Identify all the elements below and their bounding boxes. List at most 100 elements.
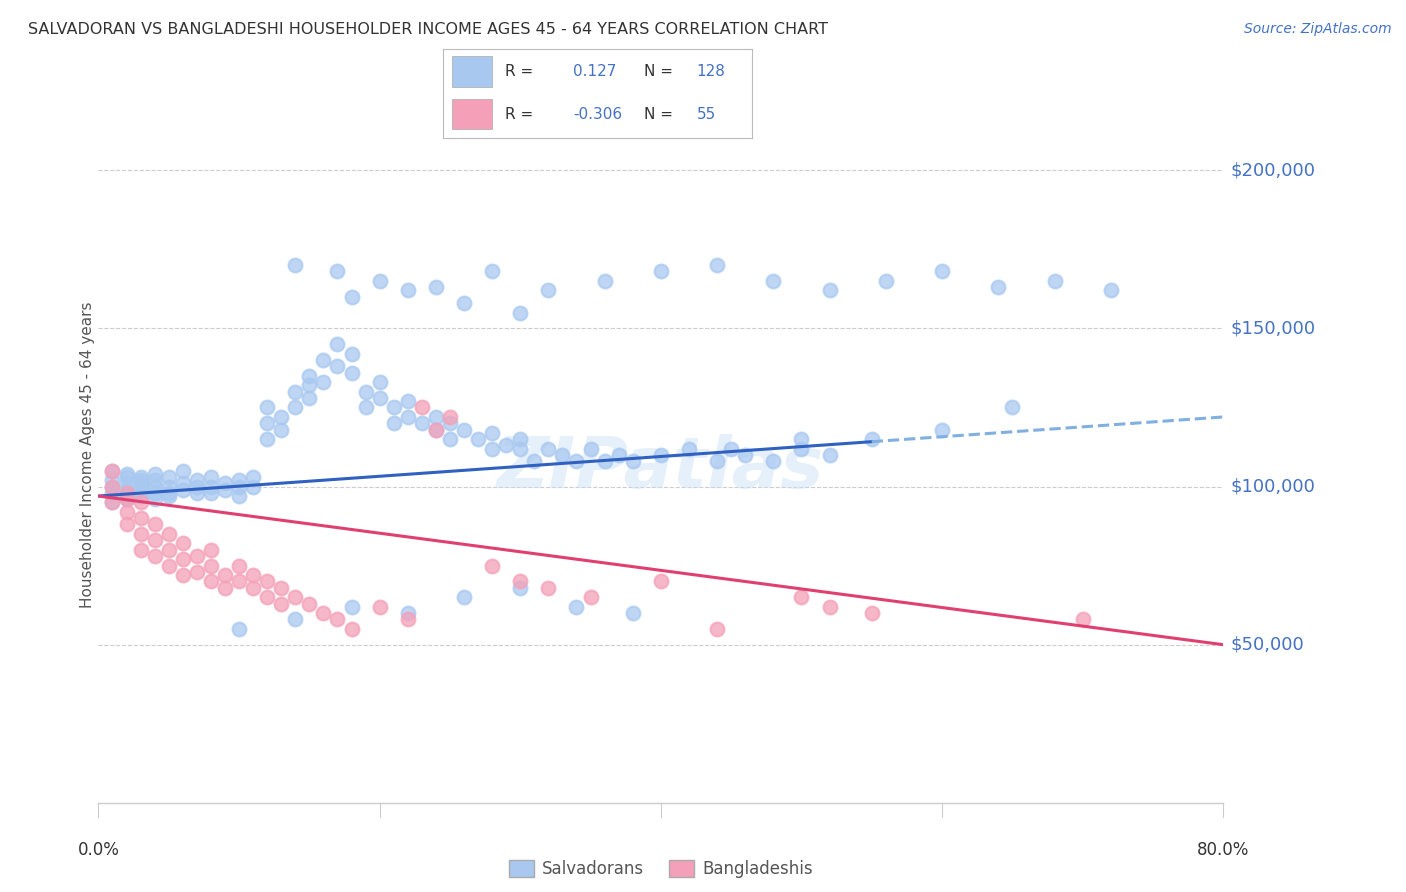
Point [326, 612, 349, 626]
Point [115, 489, 138, 503]
Point [312, 606, 335, 620]
Point [256, 432, 278, 446]
Point [368, 375, 391, 389]
Point [706, 258, 728, 272]
Text: SALVADORAN VS BANGLADESHI HOUSEHOLDER INCOME AGES 45 - 64 YEARS CORRELATION CHAR: SALVADORAN VS BANGLADESHI HOUSEHOLDER IN… [28, 22, 828, 37]
Text: R =: R = [505, 64, 533, 78]
Point [115, 486, 138, 500]
Point [129, 470, 152, 484]
Point [129, 495, 152, 509]
Point [143, 479, 166, 493]
Point [621, 454, 644, 468]
Point [790, 432, 813, 446]
Point [157, 479, 180, 493]
Point [509, 574, 531, 589]
Point [214, 568, 236, 582]
Point [298, 391, 321, 405]
Point [790, 442, 813, 456]
Point [368, 599, 391, 614]
Point [396, 409, 419, 424]
Text: $200,000: $200,000 [1230, 161, 1315, 179]
Point [101, 464, 124, 478]
Point [143, 467, 166, 481]
Point [706, 622, 728, 636]
Text: 55: 55 [696, 107, 716, 121]
Point [439, 432, 461, 446]
Point [326, 359, 349, 374]
Point [1099, 284, 1122, 298]
Point [284, 401, 307, 415]
Point [284, 384, 307, 399]
Point [312, 353, 335, 368]
Point [650, 448, 672, 462]
Point [101, 486, 124, 500]
Point [340, 347, 363, 361]
Text: $100,000: $100,000 [1230, 477, 1315, 496]
Bar [453, 56, 492, 87]
Point [101, 495, 124, 509]
Point [678, 442, 700, 456]
Point [172, 536, 194, 550]
Point [143, 533, 166, 548]
Point [762, 274, 785, 288]
Bar [453, 99, 492, 129]
Point [509, 442, 531, 456]
Point [593, 454, 616, 468]
Point [860, 432, 883, 446]
Point [214, 476, 236, 491]
Y-axis label: Householder Income Ages 45 - 64 years: Householder Income Ages 45 - 64 years [80, 301, 94, 608]
Point [382, 417, 405, 431]
Point [537, 284, 560, 298]
Point [453, 423, 475, 437]
Point [129, 486, 152, 500]
Point [115, 492, 138, 507]
Point [228, 558, 250, 573]
Point [481, 425, 503, 440]
Point [481, 442, 503, 456]
Point [270, 423, 292, 437]
Point [312, 375, 335, 389]
Point [200, 479, 222, 493]
Point [242, 479, 264, 493]
Point [157, 486, 180, 500]
Point [115, 470, 138, 484]
Point [425, 409, 447, 424]
Point [354, 401, 377, 415]
Point [396, 606, 419, 620]
Point [270, 581, 292, 595]
Point [481, 558, 503, 573]
Point [340, 599, 363, 614]
Point [931, 423, 953, 437]
Point [101, 479, 124, 493]
Point [129, 542, 152, 557]
Point [115, 467, 138, 481]
Point [129, 479, 152, 493]
Point [650, 264, 672, 278]
Point [565, 599, 588, 614]
Point [143, 473, 166, 487]
Point [818, 284, 841, 298]
Point [593, 274, 616, 288]
Text: ZIPatlas: ZIPatlas [498, 434, 824, 503]
Point [340, 366, 363, 380]
Point [411, 401, 433, 415]
Point [875, 274, 897, 288]
Point [396, 394, 419, 409]
Text: 0.127: 0.127 [572, 64, 616, 78]
Point [214, 483, 236, 497]
Point [579, 442, 602, 456]
Point [987, 280, 1010, 294]
Text: R =: R = [505, 107, 533, 121]
Text: $150,000: $150,000 [1230, 319, 1316, 337]
Point [326, 337, 349, 351]
Point [172, 568, 194, 582]
Text: N =: N = [644, 64, 673, 78]
Point [340, 622, 363, 636]
Point [270, 409, 292, 424]
Point [101, 479, 124, 493]
Point [200, 558, 222, 573]
Point [284, 258, 307, 272]
Point [382, 401, 405, 415]
Point [453, 296, 475, 310]
Point [186, 549, 208, 563]
